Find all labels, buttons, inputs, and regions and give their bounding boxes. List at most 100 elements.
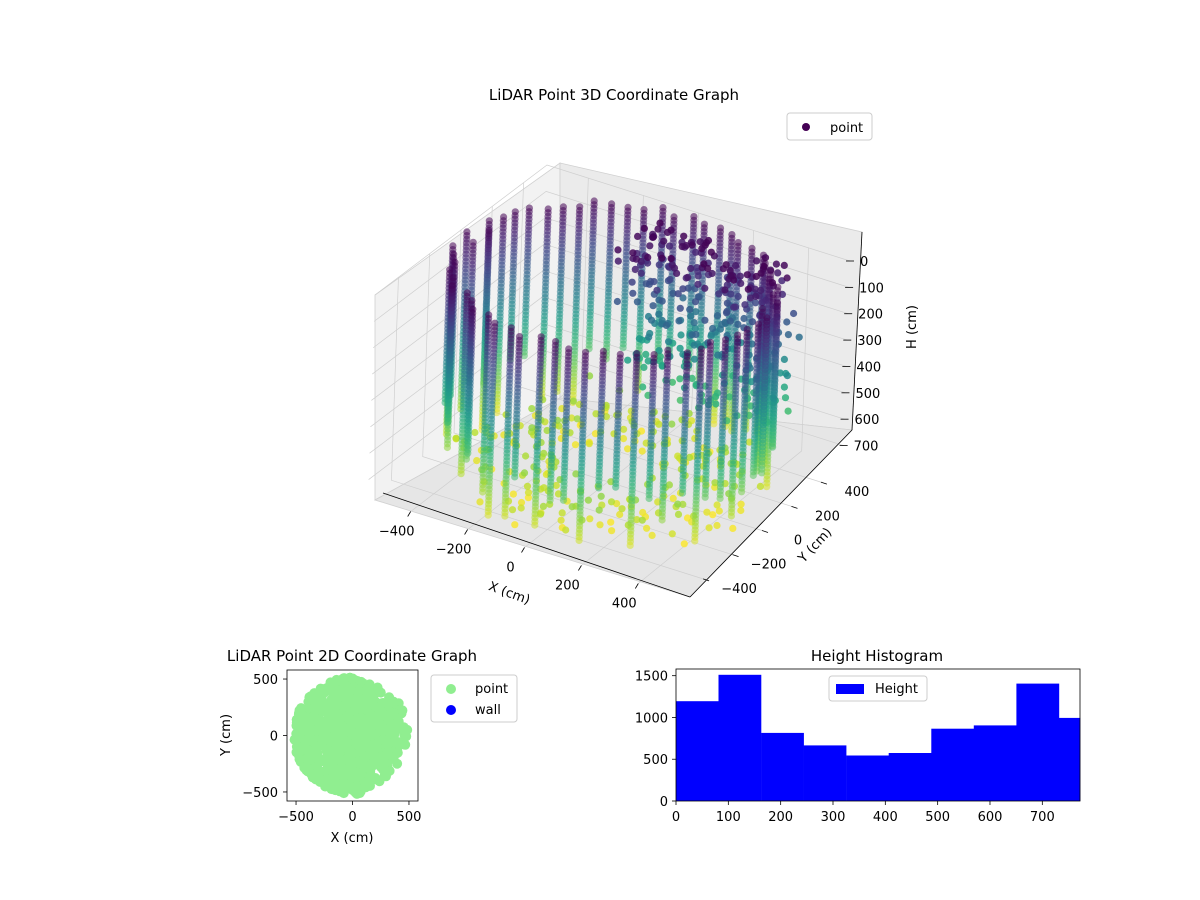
point-3d (607, 498, 616, 506)
point-3d (745, 438, 753, 446)
point-3d (666, 275, 674, 284)
point-3d (749, 471, 757, 480)
z-tick-label-3d: 100 (859, 281, 884, 296)
point-3d (520, 469, 529, 477)
point-3d (758, 469, 766, 477)
y-tick-label-2d: 500 (253, 673, 278, 688)
point-3d (473, 457, 481, 465)
point-2d (322, 720, 333, 731)
point-3d (539, 502, 548, 510)
x-tick-label-histogram: 600 (978, 810, 1003, 825)
point-3d (752, 257, 761, 265)
x-tick-label-histogram: 500 (925, 810, 950, 825)
point-3d (642, 350, 650, 358)
point-3d (607, 518, 615, 526)
point-3d (709, 511, 717, 519)
point-3d (751, 285, 759, 293)
point-2d (347, 673, 358, 684)
histogram-bar (1016, 683, 1060, 801)
x-tick-3d (464, 529, 468, 535)
point-3d (511, 521, 519, 529)
point-3d (624, 356, 632, 364)
legend-3d-marker-point (802, 123, 810, 131)
point-3d (629, 249, 637, 257)
y-tick-label-2d: −500 (242, 786, 278, 801)
point-3d (597, 492, 605, 500)
point-2d (326, 784, 337, 795)
point-3d (781, 394, 790, 402)
point-3d (612, 483, 620, 491)
point-3d (452, 434, 460, 442)
point-3d (640, 224, 649, 232)
point-3d (707, 248, 715, 256)
legend-histogram: Height (828, 675, 928, 702)
point-2d (294, 754, 305, 765)
x-tick-label-histogram: 200 (768, 810, 793, 825)
y-axis-line-3d (689, 429, 853, 598)
ticks-histogram: 0 100 200 300 400 500 600 700 0 500 1000 1500 (635, 670, 1055, 825)
point-3d (669, 494, 677, 502)
point-3d (595, 484, 603, 492)
point-3d (692, 330, 700, 339)
point-3d (723, 299, 732, 307)
point-3d (783, 318, 791, 326)
point-2d (318, 684, 329, 695)
x-tick-label-3d: 0 (506, 561, 514, 576)
point-3d (752, 272, 760, 281)
point-3d (696, 238, 704, 246)
point-3d (722, 309, 731, 317)
point-2d (303, 727, 314, 738)
point-3d (479, 488, 487, 496)
point-3d (558, 509, 566, 517)
z-axis-label-3d: H (cm) (905, 305, 920, 349)
legend-2d: point wall (430, 674, 518, 723)
point-3d (647, 316, 656, 324)
point-3d (783, 372, 792, 380)
point-3d (712, 400, 720, 408)
point-2d (309, 688, 320, 699)
point-3d (552, 481, 560, 490)
point-3d (694, 272, 702, 280)
ticks-3d: −400 −200 0 200 400 −400 −200 0 200 400 0 100 200 300… (379, 255, 884, 612)
point-3d (614, 257, 622, 265)
x-tick-label-histogram: 0 (672, 810, 680, 825)
y-tick-3d (791, 505, 798, 509)
point-3d (614, 246, 622, 254)
point-3d (727, 290, 735, 298)
point-3d (522, 452, 530, 460)
z-tick-label-3d: 700 (854, 440, 879, 455)
point-3d (648, 531, 656, 540)
point-2d (311, 714, 322, 725)
point-3d (761, 254, 770, 262)
point-3d (752, 292, 760, 300)
point-2d (342, 738, 353, 749)
point-3d (737, 279, 745, 287)
point-3d (665, 242, 674, 250)
point-3d (464, 449, 472, 457)
point-3d (660, 237, 668, 245)
point-3d (748, 318, 757, 326)
point-2d (342, 779, 353, 790)
point-3d (557, 516, 565, 524)
point-3d (686, 305, 694, 314)
point-2d (339, 770, 350, 781)
point-3d (677, 331, 685, 339)
point-3d (569, 397, 578, 405)
histogram-bar (676, 701, 719, 801)
point-3d (559, 496, 568, 504)
point-3d (674, 290, 682, 298)
x-tick-3d (407, 511, 412, 517)
x-tick-3d (578, 565, 582, 571)
point-2d (324, 745, 335, 756)
point-3d (674, 500, 682, 508)
point-3d (656, 219, 664, 227)
point-2d (291, 720, 302, 731)
legend-3d: point (786, 112, 873, 141)
point-3d (701, 284, 709, 292)
point-3d (658, 516, 666, 524)
point-3d (676, 396, 684, 404)
point-3d (751, 299, 760, 307)
point-3d (680, 232, 688, 240)
x-tick-label-3d: −400 (379, 525, 415, 540)
point-2d (400, 739, 411, 750)
